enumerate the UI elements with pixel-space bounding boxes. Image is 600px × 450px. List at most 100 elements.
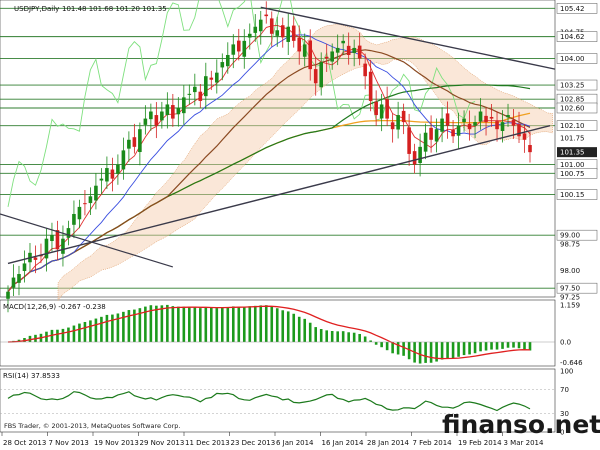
candle-body xyxy=(143,118,148,125)
level-price-box xyxy=(556,53,598,64)
macd-bar xyxy=(473,342,477,354)
candle-body xyxy=(22,263,27,271)
macd-bar xyxy=(138,308,142,342)
candle-body xyxy=(154,115,159,126)
level-price-label: 99.00 xyxy=(560,232,580,240)
macd-bar xyxy=(116,313,120,342)
candle-body xyxy=(225,54,230,67)
level-price-label: 101.00 xyxy=(560,161,585,169)
candle-body xyxy=(236,40,241,52)
time-axis: 28 Oct 2013 7 Nov 2013 19 Nov 2013 29 Nov 2… xyxy=(1,432,544,447)
macd-title: MACD(12,26,9) -0.267 -0.238 xyxy=(3,303,106,311)
macd-bar xyxy=(407,342,411,360)
level-price-label: 97.50 xyxy=(560,285,580,293)
candle-body xyxy=(11,277,16,288)
macd-bar xyxy=(122,311,125,342)
level-price-box xyxy=(556,282,598,294)
candle-body xyxy=(94,185,98,201)
macd-bar xyxy=(490,342,493,350)
level-price-label: 102.10 xyxy=(560,122,585,130)
macd-bar xyxy=(215,308,219,342)
level-price-box xyxy=(556,229,598,241)
level-price-box xyxy=(556,189,598,200)
level-price-label: 102.60 xyxy=(560,104,585,112)
time-tick-label: 19 Nov 2013 xyxy=(94,439,139,447)
rsi-line: 100 70 30 0 xyxy=(0,368,573,437)
macd-bar xyxy=(61,328,65,342)
macd-bar xyxy=(523,342,526,350)
candle-body xyxy=(165,104,170,116)
macd-bar xyxy=(23,338,26,342)
ma-50-line xyxy=(7,49,531,293)
price-tick-label: 98.75 xyxy=(560,241,580,249)
macd-bar xyxy=(319,329,323,342)
macd-bar xyxy=(440,342,444,360)
candle-body xyxy=(121,150,126,170)
macd-bar xyxy=(358,333,361,342)
level-price-box xyxy=(556,79,598,91)
macd-bar xyxy=(171,306,175,342)
level-price-box xyxy=(556,3,598,14)
macd-bar xyxy=(56,329,59,342)
candle-body xyxy=(462,118,466,123)
macd-bar xyxy=(396,342,400,355)
candle-body xyxy=(324,56,329,59)
level-price-box xyxy=(556,31,598,42)
macd-bar xyxy=(144,306,147,342)
macd-bar xyxy=(72,325,76,342)
candle-body xyxy=(484,115,488,123)
candlesticks xyxy=(6,1,532,313)
candle-body xyxy=(88,196,93,204)
ichimoku-cloud xyxy=(57,23,553,302)
candle-body xyxy=(396,115,400,130)
macd-bar xyxy=(220,307,224,342)
macd-bar xyxy=(253,305,257,342)
macd-bar xyxy=(94,318,98,342)
macd-bar xyxy=(314,327,318,342)
candle-body xyxy=(390,122,395,130)
macd-bar xyxy=(418,342,422,364)
candle-body xyxy=(160,111,164,121)
macd-bar xyxy=(484,342,488,351)
level-price-box xyxy=(556,120,598,131)
candle-body xyxy=(105,168,109,182)
candle-body xyxy=(253,26,258,33)
rsi-title: RSI(14) 37.8533 xyxy=(3,372,60,380)
macd-bar xyxy=(89,320,92,342)
candle-body xyxy=(379,104,384,119)
candle-body xyxy=(66,228,71,238)
candle-body xyxy=(149,111,153,120)
macd-bar xyxy=(199,308,202,342)
macd-bar xyxy=(446,342,449,359)
candle-body xyxy=(528,145,532,153)
macd-bar xyxy=(210,307,213,342)
time-tick-label: 3 Mar 2014 xyxy=(504,439,544,447)
price-axis: 105.42104.75104.62104.00103.25102.85102.… xyxy=(556,3,598,302)
time-tick-label: 7 Feb 2014 xyxy=(413,439,453,447)
macd-bar xyxy=(160,305,164,342)
candle-body xyxy=(440,118,444,132)
candle-body xyxy=(473,122,477,126)
macd-bar xyxy=(78,323,81,342)
macd-bar xyxy=(100,316,103,342)
price-tick-label: 101.75 xyxy=(560,135,585,143)
macd-bar xyxy=(374,342,378,345)
current-price-label: 101.35 xyxy=(560,149,585,157)
macd-bar xyxy=(363,336,367,342)
level-price-label: 104.00 xyxy=(560,55,585,63)
current-price-box xyxy=(557,147,597,158)
candle-body xyxy=(198,91,203,101)
macd-bar xyxy=(336,331,339,342)
level-price-label: 100.75 xyxy=(560,170,585,178)
macd-bar xyxy=(177,306,180,342)
rsi-tick-label: 0 xyxy=(560,429,564,437)
candle-body xyxy=(467,123,472,130)
macd-bar xyxy=(303,318,307,342)
macd-bar xyxy=(193,306,197,342)
candle-body xyxy=(127,139,131,149)
macd-bar xyxy=(67,327,70,342)
candle-body xyxy=(291,25,296,41)
time-tick-label: 11 Dec 2013 xyxy=(185,439,230,447)
macd-bar xyxy=(457,342,460,357)
macd-bar xyxy=(242,306,246,342)
